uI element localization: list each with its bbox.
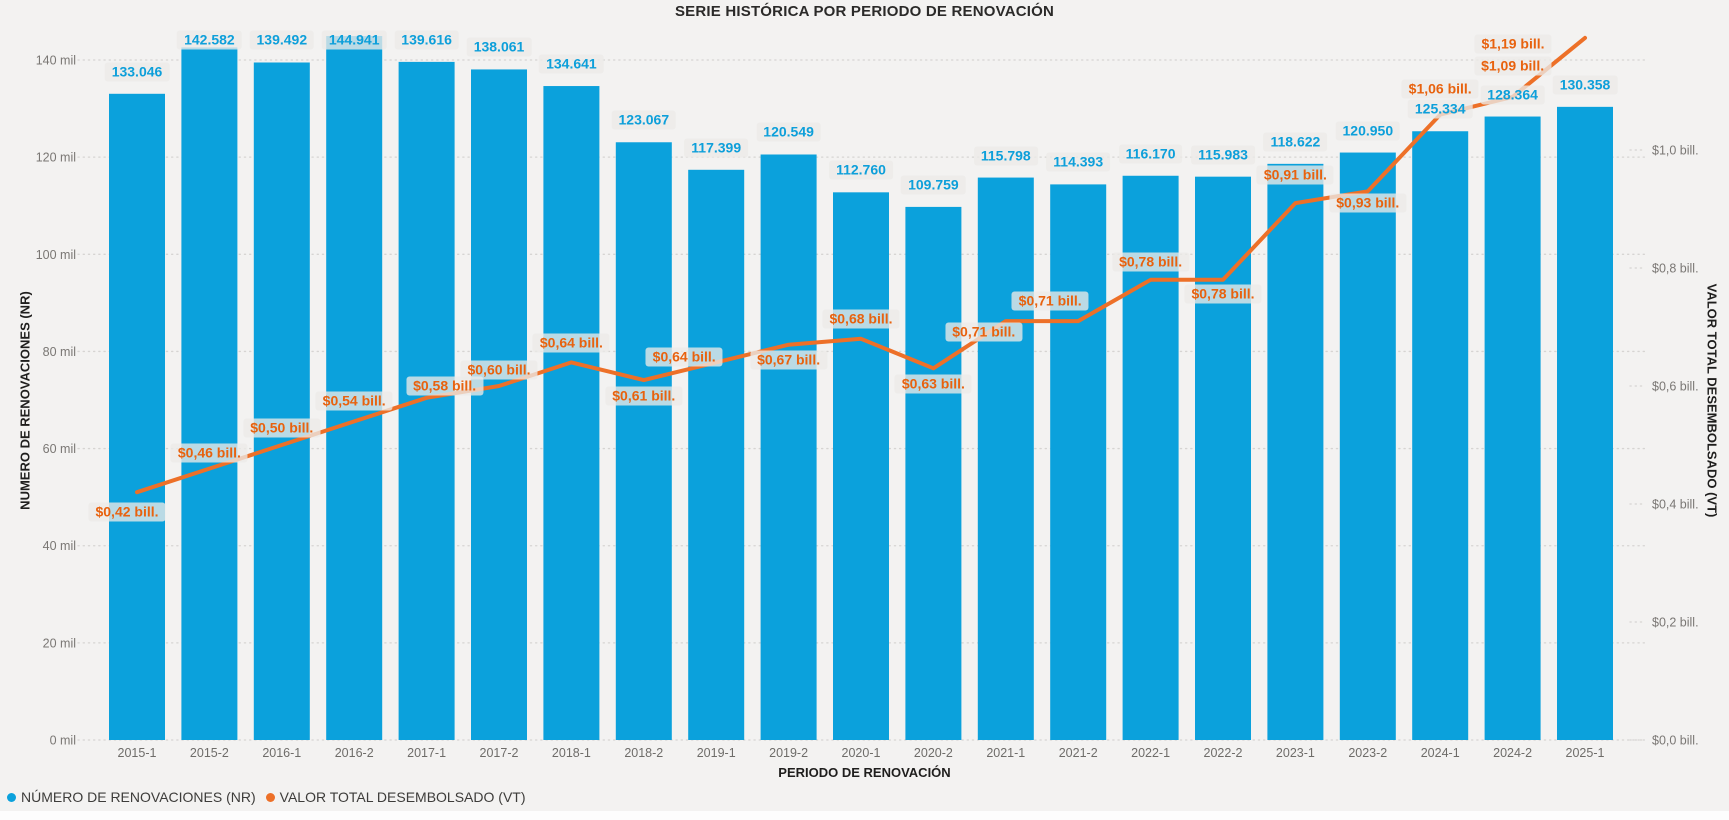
bar-2024-1[interactable] <box>1412 131 1469 741</box>
bar-2019-1[interactable] <box>688 169 745 740</box>
left-axis-tick: 0 mil <box>50 734 76 748</box>
legend-dot-bar-series <box>7 792 16 802</box>
bar-2017-2[interactable] <box>471 69 527 740</box>
visual-bottom-edge <box>0 811 1729 820</box>
x-axis-title: PERIODO DE RENOVACIÓN <box>778 765 951 780</box>
bar-2018-1[interactable] <box>543 86 600 741</box>
legend-item-nr[interactable]: NÚMERO DE RENOVACIONES (NR) <box>7 789 256 805</box>
legend: NÚMERO DE RENOVACIONES (NR) VALOR TOTAL … <box>7 789 526 805</box>
left-axis-tick: 60 mil <box>43 442 76 456</box>
chart-title: SERIE HISTÓRICA POR PERIODO DE RENOVACIÓ… <box>674 3 1055 20</box>
left-axis-tick: 140 mil <box>36 54 76 68</box>
bar-2015-2[interactable] <box>181 47 238 740</box>
bar-2015-1[interactable] <box>109 93 165 740</box>
right-axis-tick: $1,0 bill. <box>1652 144 1699 158</box>
legend-label-vt: VALOR TOTAL DESEMBOLSADO (VT) <box>279 789 526 805</box>
right-axis-tick: $0,0 bill. <box>1652 734 1699 748</box>
bar-2024-2[interactable] <box>1484 116 1541 740</box>
left-axis-tick: 20 mil <box>43 636 76 650</box>
left-axis-tick: 80 mil <box>43 345 76 359</box>
bar-2021-2[interactable] <box>1050 184 1107 741</box>
bar-2016-1[interactable] <box>253 62 310 740</box>
left-axis-tick: 40 mil <box>43 539 76 553</box>
bar-2023-2[interactable] <box>1339 152 1396 741</box>
right-axis-tick: $0,4 bill. <box>1652 498 1699 512</box>
legend-item-vt[interactable]: VALOR TOTAL DESEMBOLSADO (VT) <box>265 789 526 805</box>
bar-2017-1[interactable] <box>398 61 455 741</box>
bar-2019-2[interactable] <box>760 154 817 740</box>
legend-label-nr: NÚMERO DE RENOVACIONES (NR) <box>21 789 256 805</box>
left-axis-tick: 120 mil <box>36 151 76 165</box>
left-axis-tick: 100 mil <box>36 248 76 262</box>
bar-2023-1[interactable] <box>1267 163 1324 740</box>
legend-dot-line-series <box>265 792 275 802</box>
bar-2016-2[interactable] <box>326 36 383 741</box>
bar-2020-2[interactable] <box>905 206 962 741</box>
bar-2022-1[interactable] <box>1122 175 1179 740</box>
bar-2021-1[interactable] <box>977 177 1034 741</box>
bar-2020-1[interactable] <box>833 192 889 740</box>
bar-2018-2[interactable] <box>615 142 672 741</box>
right-axis-tick: $0,8 bill. <box>1652 262 1699 276</box>
right-axis-tick: $0,6 bill. <box>1652 380 1699 394</box>
bar-2025-1[interactable] <box>1557 106 1613 740</box>
right-axis-tick: $0,2 bill. <box>1652 616 1699 630</box>
bar-2022-2[interactable] <box>1195 176 1251 741</box>
